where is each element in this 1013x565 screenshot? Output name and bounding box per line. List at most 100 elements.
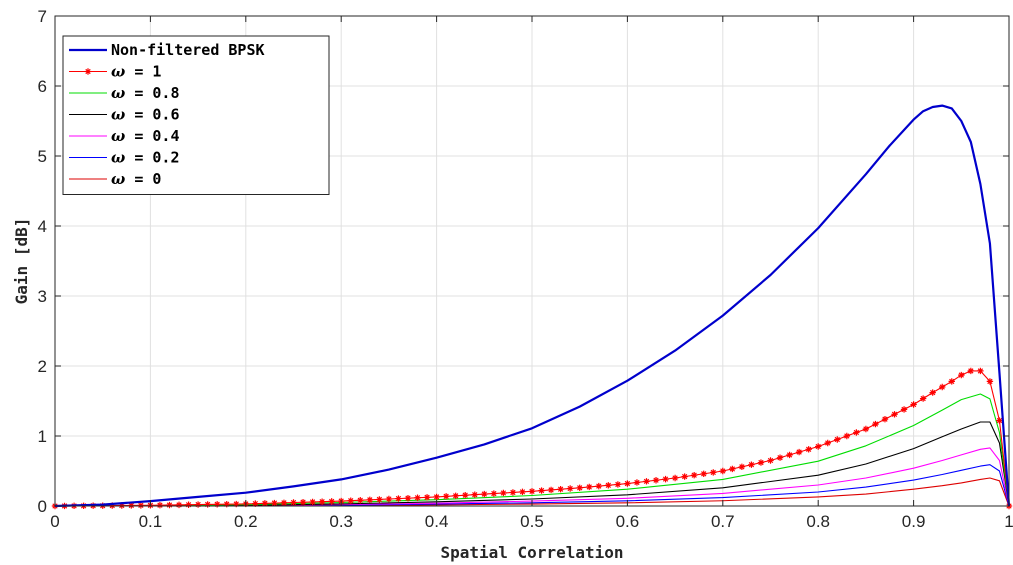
series-marker — [252, 500, 259, 507]
legend: Non-filtered BPSK ω = 1 ω = 0.8 ω = 0.6 ω = … — [62, 35, 330, 195]
y-axis-label: Gain [dB] — [12, 218, 31, 305]
series-3 — [54, 421, 1010, 507]
series-marker — [986, 378, 994, 385]
series-marker — [175, 501, 183, 509]
series-marker — [376, 496, 383, 503]
series-marker — [84, 68, 92, 75]
series-marker — [547, 486, 555, 494]
series-marker — [586, 483, 593, 491]
series-lines — [51, 104, 1013, 510]
series-marker — [881, 416, 889, 423]
x-tick-label: 0.7 — [711, 512, 735, 531]
series-marker — [299, 499, 307, 506]
series-marker — [404, 494, 412, 502]
series-marker — [748, 461, 755, 468]
series-marker — [700, 470, 707, 477]
y-tick-label: 7 — [38, 7, 47, 26]
legend-label: ω = 0.6 — [111, 106, 179, 124]
series-marker — [643, 478, 650, 485]
x-tick-label: 0.1 — [139, 512, 163, 531]
series-marker — [280, 499, 288, 506]
x-tick-label: 0.4 — [425, 512, 449, 531]
series-marker — [824, 439, 831, 447]
legend-item-2: ω = 0.8 — [69, 84, 179, 102]
series-marker — [452, 492, 459, 499]
legend-item-5: ω = 0.2 — [69, 149, 179, 167]
series-marker — [194, 501, 202, 508]
series-0 — [54, 104, 1011, 508]
series-marker — [414, 494, 421, 501]
y-tick-label: 3 — [38, 287, 47, 306]
y-tick-label: 4 — [38, 217, 47, 236]
series-marker — [595, 482, 602, 490]
series-marker — [347, 497, 354, 504]
series-marker — [948, 378, 955, 385]
series-marker — [309, 498, 316, 506]
series-marker — [862, 425, 870, 433]
legend-label: ω = 0.4 — [111, 127, 179, 145]
series-marker — [967, 367, 975, 375]
series-marker — [910, 401, 917, 408]
x-axis-label: Spatial Correlation — [440, 543, 623, 562]
series-line — [54, 104, 1011, 508]
series-marker — [900, 406, 908, 413]
series-marker — [185, 501, 192, 508]
legend-item-1: ω = 1 — [69, 63, 161, 81]
series-marker — [652, 477, 660, 484]
x-tick-label: 0.5 — [520, 512, 544, 531]
y-tick-label: 1 — [38, 427, 47, 446]
series-marker — [776, 454, 784, 461]
series-marker — [681, 473, 688, 480]
series-marker — [815, 443, 822, 450]
series-marker — [433, 493, 440, 501]
series-marker — [633, 479, 641, 486]
series-marker — [624, 480, 631, 487]
series-2 — [54, 393, 1010, 507]
series-marker — [471, 491, 478, 498]
series-marker — [843, 432, 851, 440]
series-marker — [318, 498, 326, 505]
series-marker — [137, 502, 145, 509]
legend-item-4: ω = 0.4 — [69, 127, 179, 145]
x-tick-label: 0.8 — [806, 512, 830, 531]
series-marker — [519, 488, 526, 496]
series-marker — [805, 446, 812, 453]
series-marker — [566, 485, 574, 492]
x-tick-label: 0.3 — [329, 512, 353, 531]
series-1 — [51, 367, 1013, 510]
series-marker — [538, 487, 545, 494]
y-tick-label: 0 — [38, 497, 47, 516]
series-marker — [576, 484, 583, 491]
series-marker — [710, 469, 717, 476]
series-marker — [462, 492, 469, 499]
series-marker — [223, 500, 230, 508]
series-marker — [528, 488, 536, 495]
series-marker — [719, 467, 726, 475]
legend-item-6: ω = 0 — [69, 170, 161, 188]
legend-label: ω = 0.2 — [111, 149, 179, 167]
series-marker — [996, 417, 1003, 424]
series-marker — [233, 500, 240, 508]
legend-label: Non-filtered BPSK — [111, 41, 265, 59]
series-marker — [557, 486, 564, 493]
legend-box — [62, 35, 330, 195]
series-marker — [939, 383, 946, 391]
series-marker — [385, 495, 393, 503]
series-marker — [919, 395, 927, 402]
series-marker — [271, 499, 278, 507]
series-marker — [834, 436, 841, 443]
x-tick-label: 0.2 — [234, 512, 258, 531]
series-marker — [357, 497, 364, 504]
series-marker — [977, 367, 984, 375]
series-marker — [891, 411, 898, 418]
series-marker — [690, 472, 698, 479]
x-tick-label: 0 — [50, 512, 59, 531]
series-marker — [786, 451, 793, 459]
y-tick-label: 2 — [38, 357, 47, 376]
series-marker — [767, 457, 774, 464]
x-tick-label: 0.6 — [616, 512, 640, 531]
series-marker — [481, 490, 488, 498]
series-marker — [509, 489, 517, 496]
legend-label: ω = 0.8 — [111, 84, 179, 102]
